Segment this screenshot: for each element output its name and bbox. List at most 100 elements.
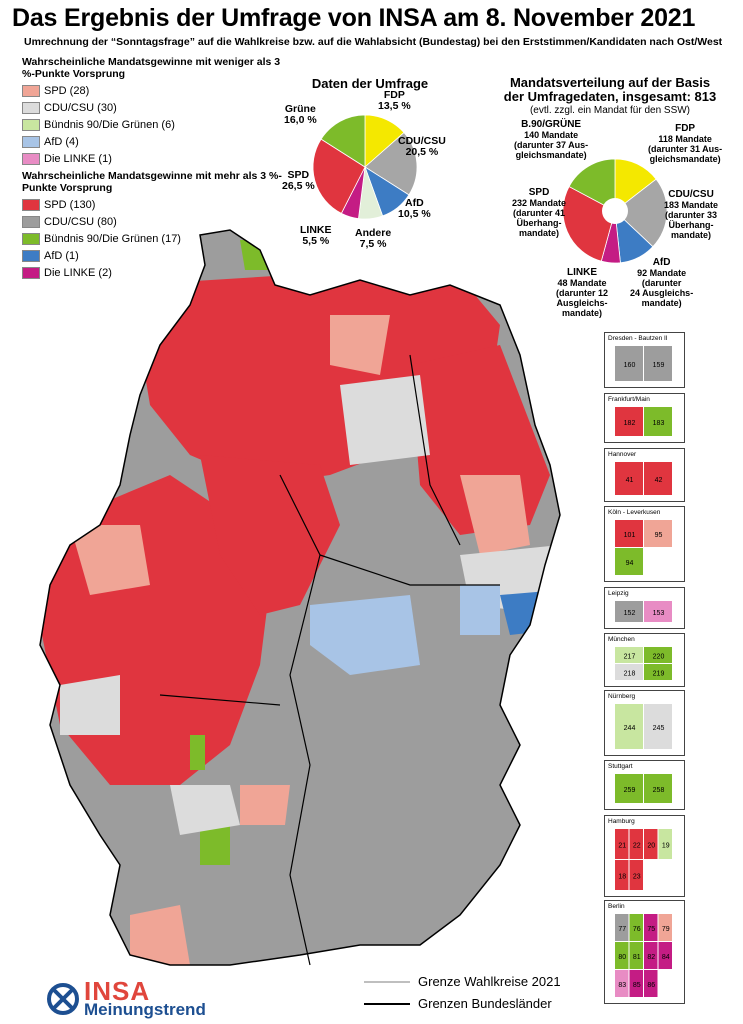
survey-label-cdu-csu: CDU/CSU 20,5 % bbox=[398, 136, 446, 158]
inset-district-number: 85 bbox=[633, 982, 641, 989]
inset-district-number: 182 bbox=[624, 420, 636, 427]
inset-district-number: 160 bbox=[624, 362, 636, 369]
inset-district-number: 219 bbox=[653, 671, 665, 678]
inset-map: 152 153 bbox=[615, 601, 672, 622]
inset-district bbox=[644, 829, 658, 859]
inset-title: Frankfurt/Main bbox=[608, 396, 650, 403]
inset-district bbox=[629, 829, 643, 859]
inset-district bbox=[615, 520, 643, 547]
inset-district bbox=[644, 647, 672, 663]
survey-label-value: 16,0 % bbox=[284, 114, 317, 126]
pie-slice-cdu-csu bbox=[614, 178, 668, 248]
seat-label-line: 232 Mandate bbox=[512, 198, 567, 208]
inset-title: München bbox=[608, 636, 635, 643]
legend: Wahrscheinliche Mandatsgewinne mit wenig… bbox=[22, 56, 292, 281]
seat-label-line: Ausgleichs- bbox=[556, 298, 608, 308]
map-region-east-spd-low bbox=[460, 475, 530, 555]
survey-label-linke: LINKE 5,5 % bbox=[300, 225, 332, 247]
inset-title: Leipzig bbox=[608, 590, 629, 597]
seat-label-line: 118 Mandate bbox=[658, 134, 712, 144]
inset-district-number: 153 bbox=[653, 610, 665, 617]
seat-label-line: gleichsmandate) bbox=[649, 154, 721, 164]
seat-pie-title-line2: der Umfragedaten, insgesamt: 813 bbox=[503, 89, 717, 104]
inset-district bbox=[615, 346, 643, 381]
legend-item: Bündnis 90/Die Grünen (17) bbox=[22, 230, 292, 247]
legend-swatch bbox=[22, 266, 40, 279]
survey-label-fdp: FDP 13,5 % bbox=[378, 90, 411, 112]
inset-district bbox=[615, 664, 643, 680]
map-region-spd-low-sw bbox=[240, 785, 290, 825]
seat-label-line: mandate) bbox=[671, 230, 712, 240]
inset-title: Stuttgart bbox=[608, 763, 633, 770]
seat-label-line: SPD bbox=[528, 187, 550, 198]
insa-logo-icon bbox=[47, 983, 79, 1015]
inset-map: 244 245 bbox=[615, 704, 672, 749]
map-region-spd-low-south bbox=[130, 905, 190, 965]
seat-label-cdu-csu: CDU/CSU 183 Mandate (darunter 33 Überhang-m… bbox=[664, 189, 718, 241]
map-region-afd-low-2 bbox=[460, 585, 500, 635]
inset-district bbox=[615, 601, 643, 622]
legend-label: Bündnis 90/Die Grünen (17) bbox=[44, 232, 181, 245]
inset-district bbox=[615, 407, 643, 436]
survey-label-party: Andere bbox=[355, 227, 392, 239]
inset-district-number: 94 bbox=[626, 560, 634, 567]
inset-stuttgart: Stuttgart 259 258 bbox=[604, 760, 685, 810]
seat-label-line: (darunter 31 Aus- bbox=[648, 144, 723, 154]
insa-logo: INSA Meinungstrend bbox=[46, 976, 246, 1020]
inset-title: Berlin bbox=[608, 903, 625, 910]
inset-district-number: 152 bbox=[624, 610, 636, 617]
inset-district-number: 42 bbox=[655, 477, 663, 484]
survey-label-party: Grüne bbox=[284, 103, 316, 115]
inset-map: 41 42 bbox=[615, 462, 672, 495]
legend-item: CDU/CSU (30) bbox=[22, 99, 292, 116]
legend-bundeslaender-label: Grenzen Bundesländer bbox=[418, 996, 552, 1011]
inset-map: 160 159 bbox=[615, 346, 672, 381]
map-region-green-south bbox=[200, 825, 230, 865]
seat-label-line: mandate) bbox=[641, 298, 682, 308]
inset-district bbox=[644, 942, 658, 969]
inset-district-number: 101 bbox=[624, 532, 636, 539]
insa-logo-subline: Meinungstrend bbox=[84, 1000, 206, 1019]
legend-item: AfD (4) bbox=[22, 133, 292, 150]
legend-item: SPD (130) bbox=[22, 196, 292, 213]
inset-district bbox=[615, 970, 629, 997]
legend-swatch bbox=[22, 232, 40, 245]
legend-swatch bbox=[22, 152, 40, 165]
inset-district bbox=[644, 346, 672, 381]
inset-dresden-bautzen-ii: Dresden - Bautzen II 160 159 bbox=[604, 332, 685, 388]
inset-district bbox=[629, 970, 643, 997]
map-state-border-2 bbox=[319, 554, 500, 586]
inset-district bbox=[615, 914, 629, 941]
inset-district bbox=[615, 548, 643, 575]
inset-district-number: 21 bbox=[618, 843, 626, 850]
map-country-border bbox=[39, 229, 561, 966]
seat-label-line: 140 Mandate bbox=[524, 130, 579, 140]
map-region-green-west bbox=[190, 735, 205, 770]
legend-swatch bbox=[22, 135, 40, 148]
legend-label: Die LINKE (1) bbox=[44, 152, 112, 165]
inset-title: Hannover bbox=[608, 451, 637, 458]
seat-label-line: CDU/CSU bbox=[668, 189, 714, 200]
seat-label-line: (darunter 37 Aus- bbox=[514, 140, 589, 150]
legend-item: AfD (1) bbox=[22, 247, 292, 264]
inset-district bbox=[644, 520, 672, 547]
inset-district-number: 20 bbox=[647, 843, 655, 850]
survey-label-party: AfD bbox=[405, 197, 424, 209]
inset-map: 182 183 bbox=[615, 407, 672, 436]
pie-slice-gr-ne bbox=[320, 114, 366, 168]
inset-district bbox=[644, 774, 672, 803]
legend-swatch bbox=[22, 249, 40, 262]
pie-slice-spd bbox=[562, 186, 616, 262]
inset-district bbox=[644, 462, 672, 495]
map-region-central-spd bbox=[200, 455, 340, 615]
map-state-border-1 bbox=[279, 474, 321, 966]
insa-logo-name: INSA bbox=[84, 976, 151, 1006]
survey-label-party: FDP bbox=[383, 89, 405, 101]
seat-label-line: Überhang- bbox=[668, 220, 714, 230]
legend-label: SPD (28) bbox=[44, 84, 90, 97]
page-subtitle: Umrechnung der “Sonntagsfrage” auf die W… bbox=[24, 36, 723, 48]
survey-label-gr-ne: Grüne 16,0 % bbox=[284, 104, 317, 126]
inset-district-number: 244 bbox=[624, 725, 636, 732]
inset-district bbox=[644, 970, 658, 997]
survey-label-value: 26,5 % bbox=[282, 180, 315, 192]
